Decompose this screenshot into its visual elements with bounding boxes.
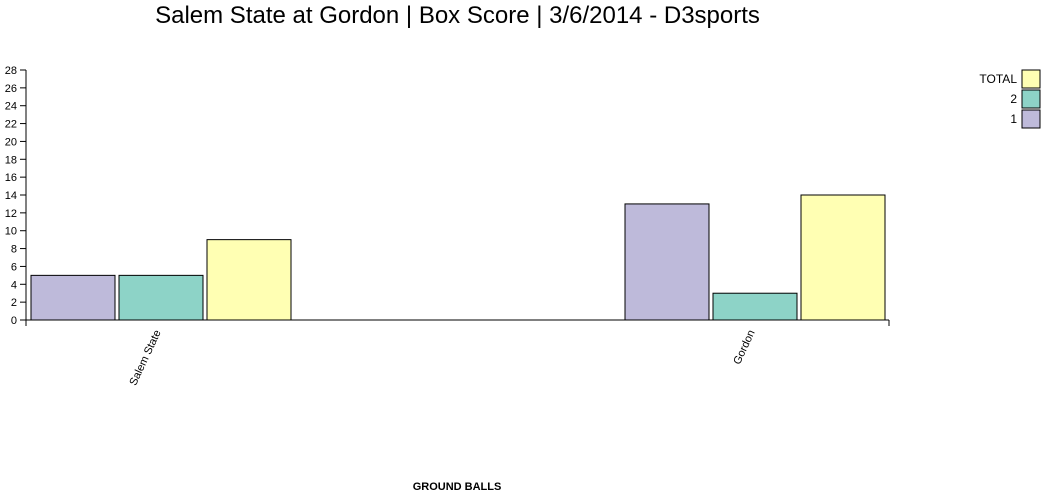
y-tick-label: 16 (5, 172, 17, 184)
legend-label-total: TOTAL (979, 72, 1017, 86)
bar-gordon-total (800, 194, 886, 321)
x-category-label: Gordon (731, 328, 757, 366)
y-tick-label: 22 (5, 119, 17, 131)
bar-gordon-2 (712, 292, 798, 321)
bar-salem-state-1 (30, 274, 116, 321)
bars (30, 194, 886, 321)
legend-swatch-1 (1021, 109, 1041, 129)
legend-label-1: 1 (1010, 112, 1017, 126)
y-tick-label: 14 (5, 190, 17, 202)
page-title: Salem State at Gordon | Box Score | 3/6/… (155, 2, 760, 29)
y-tick-label: 12 (5, 208, 17, 220)
y-tick-label: 2 (11, 297, 17, 309)
legend: TOTAL 2 1 (979, 69, 1041, 129)
legend-swatch-total (1021, 69, 1041, 89)
bar-salem-state-2 (118, 274, 204, 321)
x-axis-title: GROUND BALLS (413, 481, 502, 493)
y-tick-label: 10 (5, 226, 17, 238)
y-tick-label: 0 (11, 315, 17, 327)
y-tick-label: 28 (5, 65, 17, 77)
y-tick-label: 26 (5, 83, 17, 95)
x-category-label: Salem State (128, 328, 164, 387)
y-tick-label: 20 (5, 136, 17, 148)
y-tick-label: 6 (11, 261, 17, 273)
y-tick-label: 18 (5, 154, 17, 166)
legend-label-2: 2 (1010, 92, 1017, 106)
bar-salem-state-total (206, 239, 292, 321)
y-tick-label: 24 (5, 101, 17, 113)
x-axis: Salem State Gordon (25, 319, 890, 388)
y-tick-label: 4 (11, 279, 17, 291)
bar-gordon-1 (624, 203, 710, 321)
y-tick-label: 8 (11, 244, 17, 256)
legend-swatch-2 (1021, 89, 1041, 109)
